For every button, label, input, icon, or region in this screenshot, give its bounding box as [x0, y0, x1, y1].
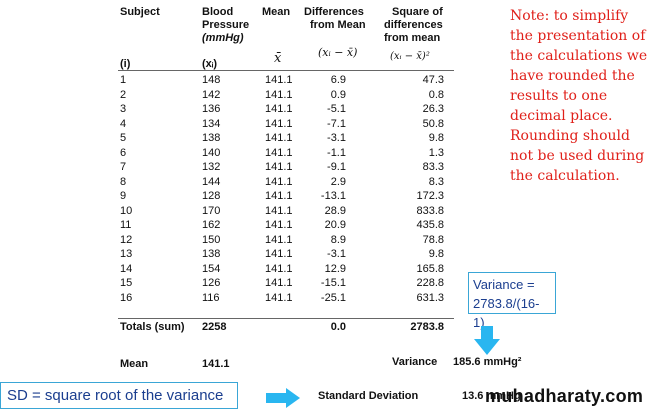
header-mean: Mean	[262, 6, 291, 18]
table-row: 5 138 141.1 -3.1 9.8	[120, 132, 444, 144]
table-row: 4 134 141.1 -7.1 50.8	[120, 117, 444, 130]
table-row: 11 162 141.1 20.9 435.8	[120, 219, 444, 231]
header-diff-line2: from Mean	[310, 19, 366, 31]
totals-row: Totals (sum) 2258 0.0 2783.8	[120, 321, 456, 334]
header-sq-symbol: (xᵢ − x̄)²	[390, 51, 430, 62]
header-subject: Subject	[120, 6, 160, 18]
header-sq-line1: Square of	[392, 6, 443, 18]
mean-label: Mean	[120, 358, 149, 370]
header-mean-symbol: x̄	[274, 51, 282, 66]
table-row: 3 136 141.1 -5.1 26.3	[120, 103, 444, 115]
totals-label: Totals (sum)	[120, 321, 185, 333]
table-row: 12 150 141.1 8.9 78.8	[120, 233, 444, 246]
sd-callout: SD = square root of the variance	[0, 382, 238, 409]
header-bp-unit: (mmHg)	[202, 32, 244, 44]
table-row: 10 170 141.1 28.9 833.8	[120, 204, 444, 217]
header-subject-symbol: (i)	[120, 58, 131, 70]
totals-x: 2258	[202, 321, 227, 333]
header-bp-line2: Pressure	[202, 19, 250, 31]
header-diff-symbol: (xᵢ − x̄)	[318, 46, 358, 59]
down-arrow-icon	[474, 326, 500, 355]
sd-value: 13.6 mmHg	[462, 390, 521, 402]
right-arrow-icon	[266, 388, 300, 408]
table-row: 8 144 141.1 2.9 8.3	[120, 175, 444, 188]
table-row: 6 140 141.1 -1.1 1.3	[120, 146, 444, 159]
variance-label: Variance	[392, 356, 438, 368]
table-row: 14 154 141.1 12.9 165.8	[120, 262, 444, 275]
header-diff-line1: Differences	[304, 6, 364, 18]
header-rule	[118, 70, 454, 71]
table-row: 13 138 141.1 -3.1 9.8	[120, 248, 444, 260]
rounding-note: Note: to simplify the presentation of th…	[510, 8, 648, 184]
variance-callout-line1: Variance =	[473, 277, 535, 292]
totals-sq: 2783.8	[410, 321, 444, 333]
variance-callout-line2: 2783.8/(16-1)	[473, 296, 540, 330]
table-row: 9 128 141.1 -13.1 172.3	[120, 190, 444, 202]
site-watermark: muhadharaty.com	[485, 386, 644, 406]
table-row: 15 126 141.1 -15.1 228.8	[120, 277, 444, 289]
table-row: 16 116 141.1 -25.1 631.3	[120, 291, 444, 304]
header-bp-line1: Blood	[202, 6, 234, 18]
table-row: 7 132 141.1 -9.1 83.3	[120, 161, 444, 173]
totals-diff: 0.0	[330, 321, 346, 333]
header-bp-symbol: (xᵢ)	[202, 58, 217, 70]
totals-rule	[118, 318, 454, 319]
variance-value: 185.6 mmHg²	[453, 356, 522, 368]
table-row: 1 148 141.1 6.9 47.3	[120, 74, 444, 86]
sd-label: Standard Deviation	[318, 390, 419, 402]
header-sq-line3: from mean	[384, 32, 441, 44]
header-sq-line2: differences	[384, 19, 443, 31]
table-row: 2 142 141.1 0.9 0.8	[120, 88, 444, 101]
mean-value: 141.1	[202, 358, 230, 370]
variance-callout: Variance = 2783.8/(16-1)	[468, 272, 556, 330]
